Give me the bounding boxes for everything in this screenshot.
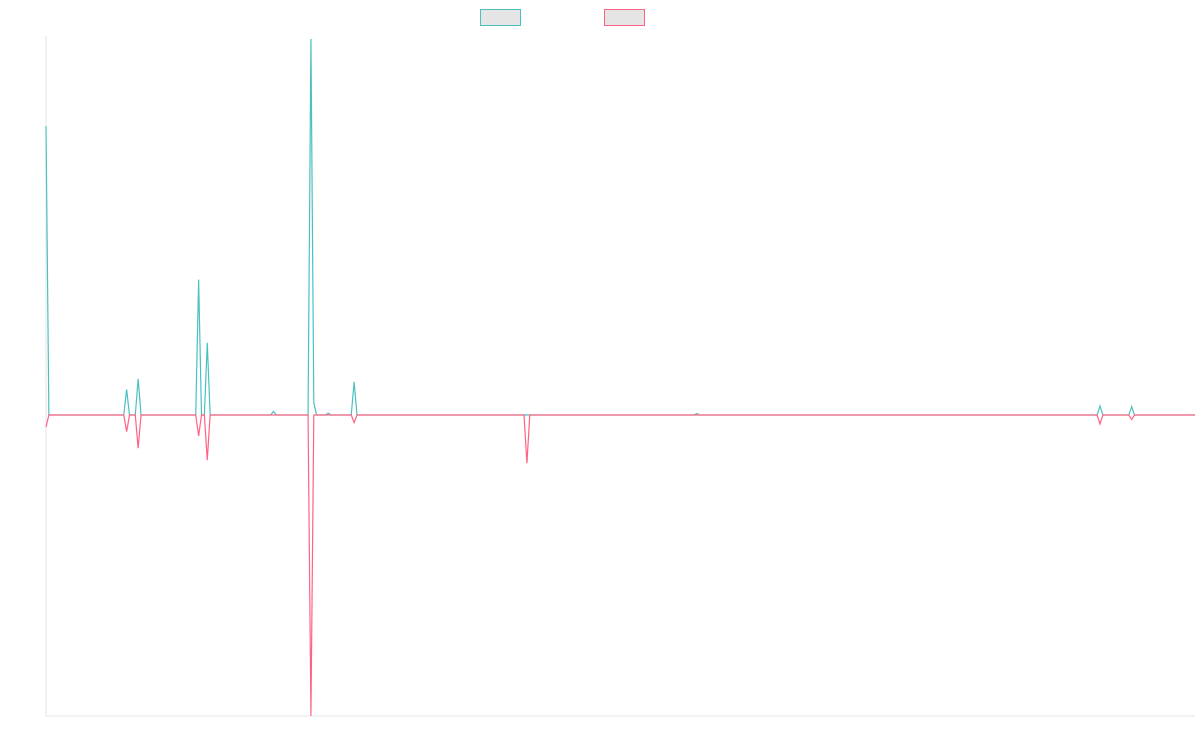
series-lines <box>45 38 1195 717</box>
series-line-2 <box>45 414 1195 717</box>
legend <box>480 9 645 26</box>
legend-swatch-2[interactable] <box>604 9 645 26</box>
legend-swatch-1[interactable] <box>480 9 521 26</box>
series-line-1 <box>45 38 1195 416</box>
axes <box>45 36 1195 717</box>
